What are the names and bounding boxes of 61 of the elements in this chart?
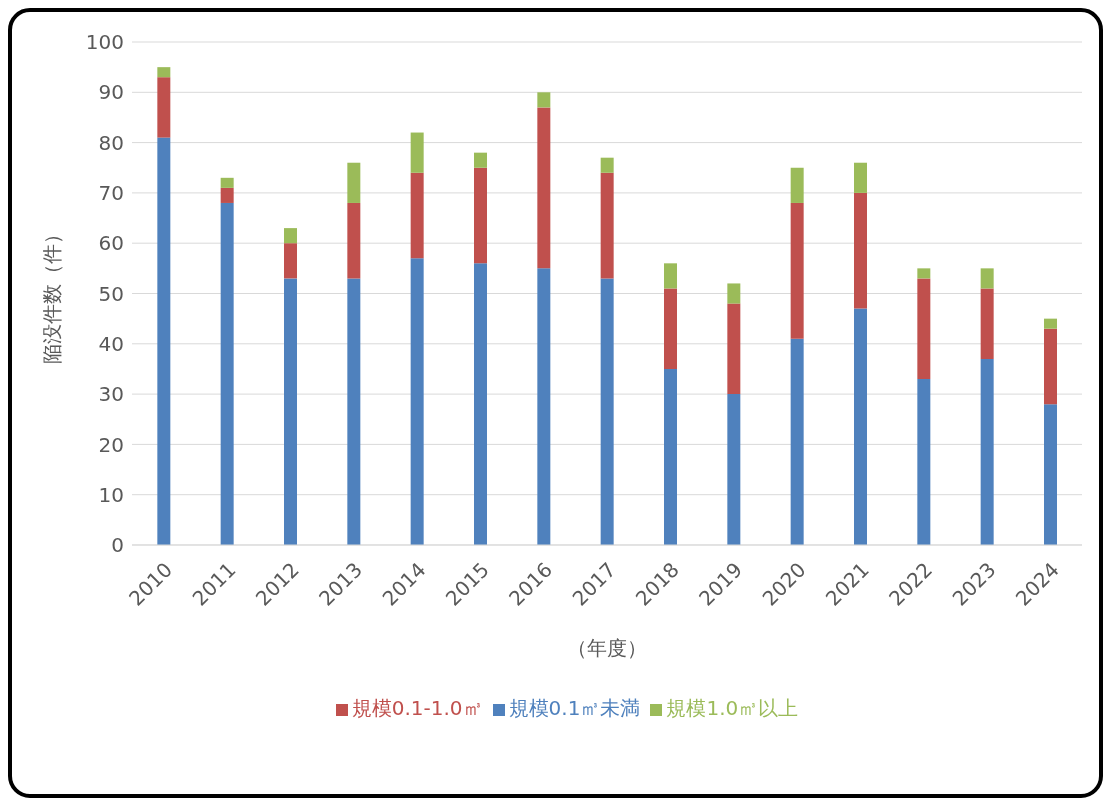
bar (727, 303, 741, 395)
y-tick-label: 60 (98, 231, 124, 256)
x-axis-title: （年度） (567, 636, 647, 660)
y-tick-label: 50 (98, 281, 124, 306)
bar (410, 258, 424, 545)
y-tick-label: 70 (98, 181, 124, 205)
legend-label: 規模0.1㎥未満 (508, 696, 641, 720)
y-axis-title: 陥没件数（件） (40, 223, 65, 364)
bar (727, 283, 741, 304)
y-tick-label: 90 (98, 80, 124, 105)
bar (854, 162, 867, 193)
bar (600, 172, 614, 279)
bar (664, 368, 677, 545)
bar (854, 192, 867, 309)
bar (284, 228, 297, 244)
y-tick-label: 100 (85, 30, 124, 55)
bar (600, 278, 614, 545)
bar (980, 358, 994, 545)
bar (537, 107, 551, 269)
bar (917, 268, 931, 279)
y-tick-label: 20 (98, 432, 124, 457)
legend-label: 規模1.0㎥以上 (666, 696, 799, 720)
y-tick-label: 40 (98, 331, 124, 356)
bar (664, 263, 677, 289)
bar (537, 268, 551, 545)
bar (917, 278, 931, 380)
bar (790, 202, 804, 339)
y-tick-label: 10 (98, 482, 124, 507)
bar (347, 162, 361, 203)
bar (220, 202, 234, 545)
bar (474, 152, 487, 168)
legend-label: 規模0.1-1.0㎥ (351, 696, 483, 720)
bar (284, 278, 297, 545)
bar (727, 394, 741, 545)
bar (220, 177, 234, 188)
bar (284, 243, 297, 279)
y-tick-label: 30 (98, 382, 124, 407)
bar (1044, 318, 1057, 329)
bar (474, 167, 487, 264)
bar (220, 187, 234, 203)
bar (157, 137, 171, 545)
bar (854, 308, 867, 545)
bar (410, 132, 424, 173)
bar (1044, 404, 1057, 545)
bar (980, 288, 994, 359)
bar (347, 278, 361, 545)
bar (410, 172, 424, 259)
y-tick-label: 80 (98, 130, 124, 155)
y-tick-label: 0 (111, 533, 124, 558)
bar (1044, 328, 1057, 405)
bar (917, 379, 931, 545)
bar (157, 77, 171, 138)
bar (600, 157, 614, 173)
bar (347, 202, 361, 279)
bar (664, 288, 677, 369)
bar (474, 263, 487, 545)
bar (790, 167, 804, 203)
bar (980, 268, 994, 289)
bar (790, 338, 804, 545)
bar (157, 67, 171, 78)
bar (537, 92, 551, 108)
